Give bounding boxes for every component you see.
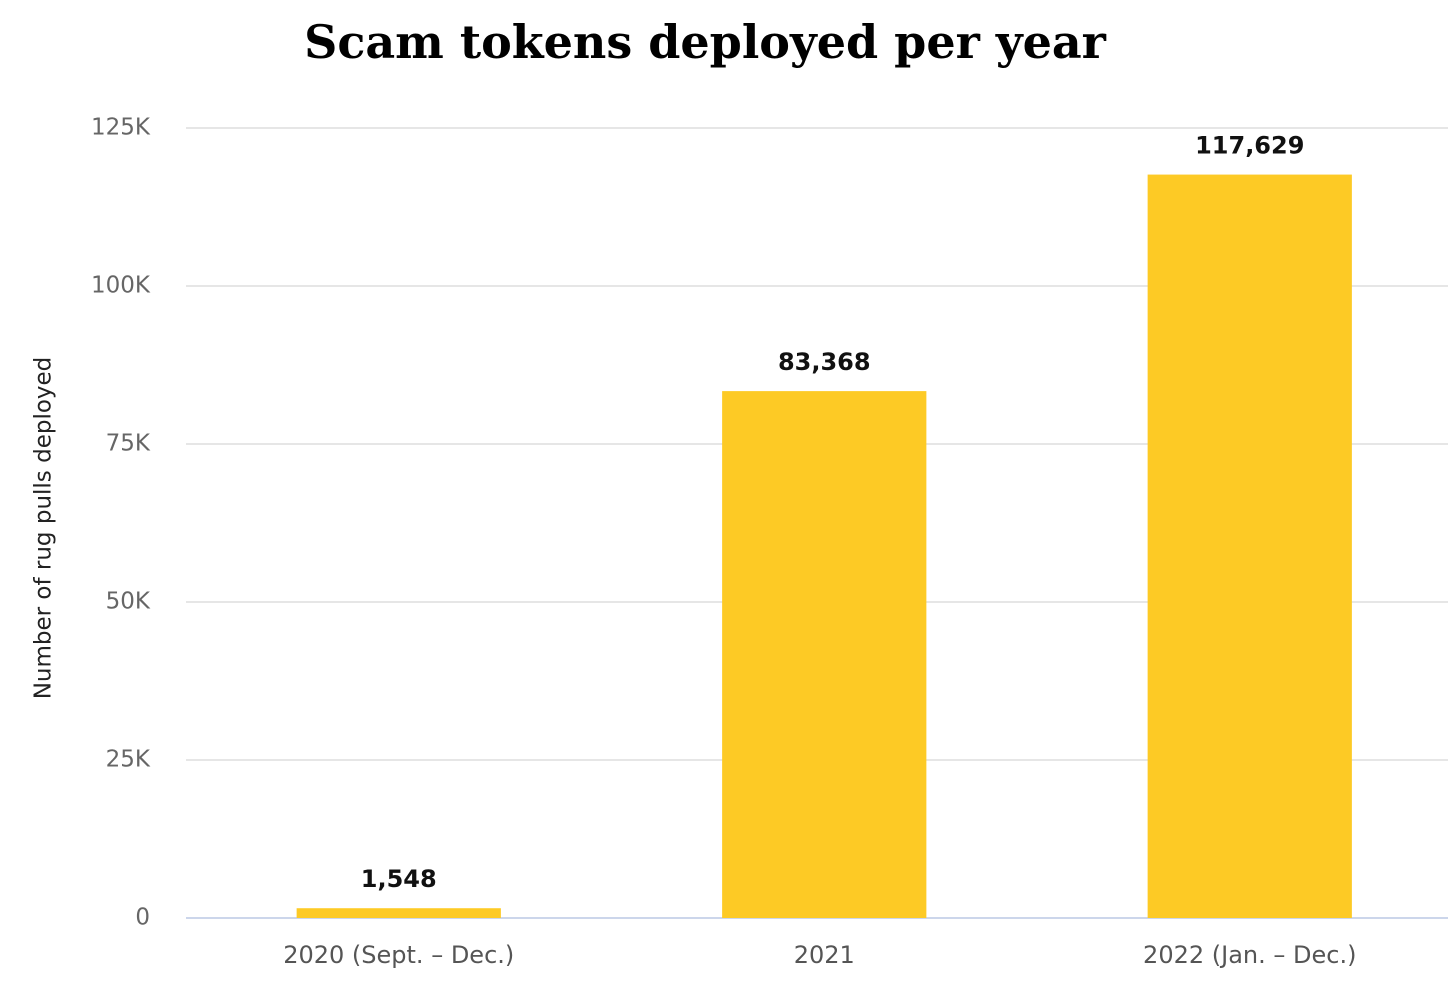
y-tick-label: 125K bbox=[91, 115, 151, 141]
data-label: 117,629 bbox=[1195, 132, 1304, 160]
y-tick-label: 25K bbox=[106, 747, 151, 773]
x-tick-label: 2022 (Jan. – Dec.) bbox=[1143, 941, 1356, 969]
y-tick-label: 75K bbox=[106, 431, 151, 457]
x-tick-label: 2021 bbox=[794, 941, 855, 969]
x-tick-label: 2020 (Sept. – Dec.) bbox=[283, 941, 514, 969]
bar bbox=[296, 908, 501, 918]
chart-title: Scam tokens deployed per year bbox=[304, 15, 1107, 69]
y-tick-label: 50K bbox=[106, 589, 151, 615]
data-label: 1,548 bbox=[361, 865, 437, 893]
y-tick-label: 0 bbox=[135, 905, 150, 931]
bar bbox=[1147, 174, 1352, 918]
bar bbox=[722, 391, 927, 918]
y-axis-title: Number of rug pulls deployed bbox=[31, 357, 57, 700]
y-tick-label: 100K bbox=[91, 273, 151, 299]
data-label: 83,368 bbox=[778, 348, 871, 376]
